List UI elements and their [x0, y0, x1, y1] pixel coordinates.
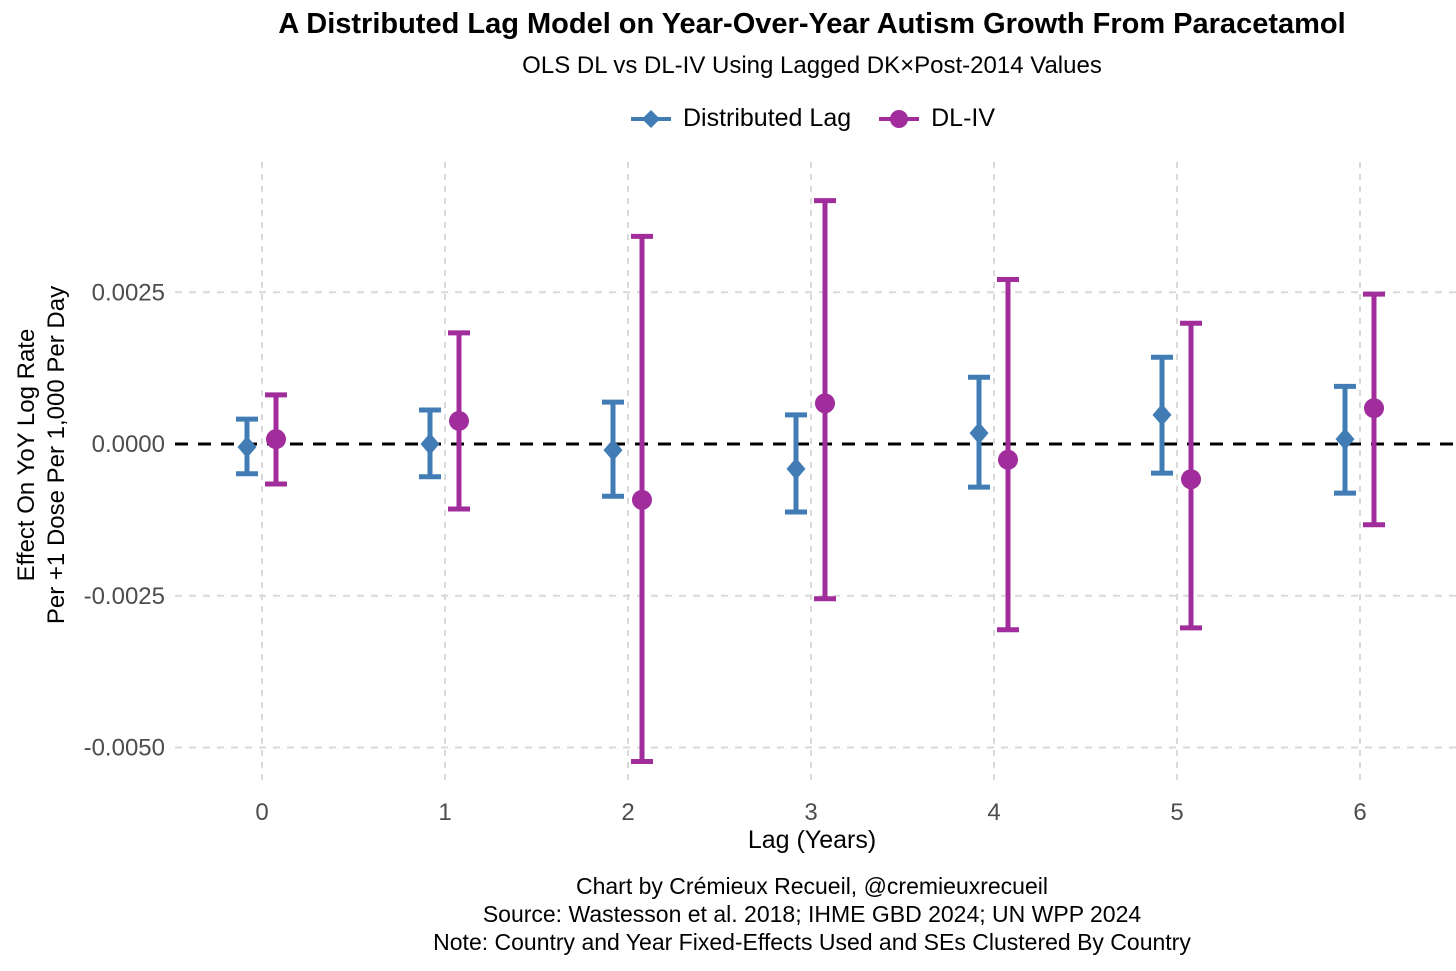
x-tick-label: 0: [255, 799, 268, 826]
chart-title: A Distributed Lag Model on Year-Over-Yea…: [278, 8, 1346, 40]
errorbar-dl-iv-lag-5: [1180, 320, 1202, 631]
circle-marker-icon: [449, 410, 469, 431]
legend-item-dl-iv: DL-IV: [877, 104, 995, 133]
errorbar-dl-iv-lag-3: [814, 198, 836, 602]
footer-source: Source: Wastesson et al. 2018; IHME GBD …: [482, 901, 1142, 927]
x-tick-label: 3: [804, 799, 817, 826]
errorbar-distributed-lag-lag-0: [236, 416, 258, 477]
errorbar-dl-iv-lag-0: [265, 392, 287, 487]
diamond-marker-icon: [420, 433, 440, 455]
errorbar-distributed-lag-lag-5: [1151, 354, 1173, 476]
x-tick-label: 1: [438, 799, 451, 826]
x-axis-title: Lag (Years): [747, 826, 877, 854]
x-tick-label: 6: [1353, 799, 1366, 826]
y-tick-label: 0.0025: [92, 279, 165, 306]
diamond-marker-icon: [969, 422, 989, 445]
x-tick-label: 5: [1170, 799, 1183, 826]
y-tick-label: -0.0025: [84, 583, 165, 610]
diamond-marker-icon: [603, 439, 623, 462]
errorbar-distributed-lag-lag-2: [602, 399, 624, 499]
y-axis-title: Effect On YoY Log Rate Per +1 Dose Per 1…: [12, 286, 72, 624]
vertical-gridlines: [261, 162, 1361, 786]
chart-footer: Chart by Crémieux Recueil, @cremieuxrecu…: [168, 872, 1456, 956]
diamond-marker-icon: [630, 109, 671, 128]
circle-marker-icon: [1364, 398, 1384, 419]
legend-item-distributed-lag: Distributed Lag: [629, 104, 851, 133]
series-distributed-lag: [236, 354, 1356, 515]
footer-note: Note: Country and Year Fixed-Effects Use…: [433, 929, 1191, 955]
errorbar-dl-iv-lag-1: [448, 330, 470, 512]
y-tick-labels: 0.0025 0.0000 -0.0025 -0.0050: [84, 279, 165, 761]
x-tick-label: 2: [621, 799, 634, 826]
y-axis-title-line2: Per +1 Dose Per 1,000 Per Day: [43, 285, 70, 625]
circle-marker-icon: [815, 393, 835, 414]
errorbar-distributed-lag-lag-3: [785, 412, 807, 515]
x-tick-label: 4: [987, 799, 1000, 826]
circle-marker-icon: [266, 429, 286, 450]
legend: Distributed Lag DL-IV: [168, 104, 1456, 133]
chart-subtitle: OLS DL vs DL-IV Using Lagged DK×Post-201…: [522, 52, 1102, 79]
errorbar-distributed-lag-lag-1: [419, 407, 441, 480]
diamond-marker-icon: [1335, 428, 1355, 451]
footer-credit: Chart by Crémieux Recueil, @cremieuxrecu…: [575, 873, 1048, 899]
circle-marker-icon: [879, 109, 920, 128]
diamond-marker-icon: [786, 457, 806, 480]
y-tick-label: 0.0000: [92, 431, 165, 458]
y-tick-label: -0.0050: [84, 735, 165, 762]
diamond-marker-icon: [237, 436, 257, 459]
diamond-marker-icon: [1152, 403, 1172, 426]
x-tick-labels: 0 1 2 3 4 5 6: [255, 799, 1366, 826]
circle-marker-icon: [632, 489, 652, 510]
legend-label-dl-iv: DL-IV: [931, 104, 996, 132]
errorbar-distributed-lag-lag-6: [1334, 383, 1356, 496]
circle-marker-icon: [1181, 469, 1201, 490]
legend-label-distributed-lag: Distributed Lag: [682, 104, 852, 132]
errorbar-dl-iv-lag-4: [997, 277, 1019, 633]
errorbar-dl-iv-lag-2: [631, 233, 653, 764]
horizontal-gridlines: [175, 291, 1456, 749]
series-dl-iv: [265, 198, 1385, 764]
errorbar-distributed-lag-lag-4: [968, 374, 990, 490]
errorbar-dl-iv-lag-6: [1363, 291, 1385, 528]
y-axis-title-line1: Effect On YoY Log Rate: [13, 328, 40, 582]
circle-marker-icon: [998, 449, 1018, 470]
